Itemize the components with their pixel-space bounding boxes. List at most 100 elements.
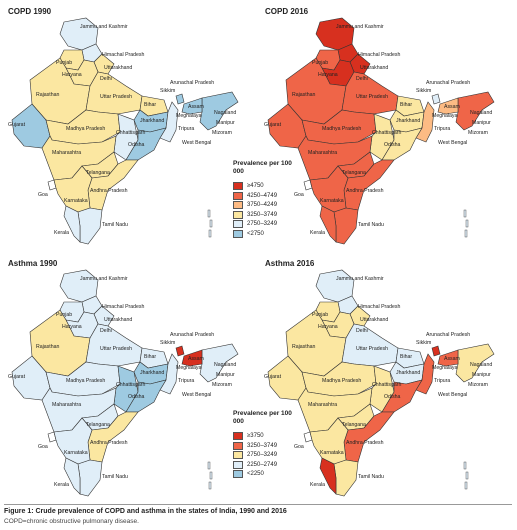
state-label-hp: Himachal Pradesh bbox=[358, 304, 400, 310]
state-region-wb bbox=[159, 353, 179, 395]
state-label-pb: Punjab bbox=[56, 60, 72, 66]
andaman-islands bbox=[465, 471, 469, 480]
state-label-ga: Goa bbox=[38, 444, 48, 450]
state-label-kl: Kerala bbox=[310, 482, 325, 488]
state-region-sk bbox=[175, 93, 185, 105]
andaman-islands bbox=[465, 219, 469, 228]
state-label-mz: Mizoram bbox=[468, 130, 488, 136]
legend-copd-title: Prevalence per 100 000 bbox=[233, 160, 292, 175]
state-label-ct: Chhattisgarh bbox=[116, 130, 146, 136]
andaman-islands bbox=[209, 471, 213, 480]
state-region-ne bbox=[199, 343, 239, 383]
state-label-mp: Madhya Pradesh bbox=[322, 126, 361, 132]
state-label-mh: Maharashtra bbox=[52, 402, 81, 408]
state-label-tn: Tamil Nadu bbox=[358, 474, 384, 480]
state-region-ne bbox=[455, 91, 495, 131]
state-region-ct bbox=[113, 365, 139, 413]
state-label-dl: Delhi bbox=[356, 76, 368, 82]
state-region-wb bbox=[415, 101, 435, 143]
state-label-ga: Goa bbox=[294, 444, 304, 450]
state-label-pb: Punjab bbox=[312, 312, 328, 318]
state-label-bh: Bihar bbox=[400, 354, 412, 360]
state-region-kl bbox=[63, 457, 81, 495]
state-label-tg: Telangana bbox=[342, 170, 366, 176]
state-label-uk: Uttarakhand bbox=[104, 65, 132, 71]
state-label-ka: Karnataka bbox=[64, 450, 88, 456]
state-label-pb: Punjab bbox=[56, 312, 72, 318]
state-label-bh: Bihar bbox=[144, 354, 156, 360]
legend-swatch bbox=[233, 432, 243, 440]
state-label-up: Uttar Pradesh bbox=[356, 94, 388, 100]
legend-swatch bbox=[233, 210, 243, 219]
figure-caption-abbreviation: COPD=chronic obstructive pulmonary disea… bbox=[4, 518, 139, 525]
state-label-pb: Punjab bbox=[312, 60, 328, 66]
state-label-tr: Tripura bbox=[434, 126, 450, 132]
state-region-jk bbox=[315, 269, 355, 303]
legend-label: 3250–3749 bbox=[247, 211, 278, 218]
state-region-up bbox=[85, 323, 143, 367]
legend-label: <2750 bbox=[247, 230, 264, 237]
state-label-gj: Gujarat bbox=[8, 122, 26, 128]
state-label-mp: Madhya Pradesh bbox=[66, 126, 105, 132]
state-label-tg: Telangana bbox=[86, 422, 110, 428]
state-label-uk: Uttarakhand bbox=[104, 317, 132, 323]
state-label-hr: Haryana bbox=[318, 72, 338, 78]
state-label-sk: Sikkim bbox=[416, 340, 431, 346]
state-label-hp: Himachal Pradesh bbox=[358, 52, 400, 58]
andaman-islands bbox=[463, 461, 467, 470]
legend-item: 2750–3249 bbox=[233, 451, 277, 459]
state-region-up bbox=[85, 71, 143, 115]
state-label-up: Uttar Pradesh bbox=[100, 346, 132, 352]
state-label-rj: Rajasthan bbox=[292, 92, 315, 98]
state-label-ct: Chhattisgarh bbox=[372, 382, 402, 388]
state-region-ct bbox=[369, 113, 395, 161]
state-label-tg: Telangana bbox=[342, 422, 366, 428]
legend-swatch bbox=[233, 451, 243, 459]
state-label-jk: Jammu and Kashmir bbox=[80, 276, 128, 282]
andaman-islands bbox=[208, 481, 212, 490]
state-label-mg: Meghalaya bbox=[176, 113, 201, 119]
panel-title-asthma-2016: Asthma 2016 bbox=[265, 259, 315, 268]
legend-item: 2750–3249 bbox=[233, 220, 277, 228]
state-region-sk bbox=[175, 345, 185, 357]
caption-divider bbox=[4, 504, 512, 505]
state-label-mh: Maharashtra bbox=[308, 150, 337, 156]
legend-item: ≥3750 bbox=[233, 432, 264, 440]
state-label-rj: Rajasthan bbox=[292, 344, 315, 350]
state-label-uk: Uttarakhand bbox=[360, 317, 388, 323]
state-label-tr: Tripura bbox=[178, 126, 194, 132]
state-label-jk: Jammu and Kashmir bbox=[80, 24, 128, 30]
state-label-hp: Himachal Pradesh bbox=[102, 304, 144, 310]
state-label-bh: Bihar bbox=[400, 102, 412, 108]
legend-item: <2250 bbox=[233, 470, 264, 478]
legend-swatch bbox=[233, 460, 243, 469]
legend-asthma-title: Prevalence per 100 000 bbox=[233, 410, 292, 425]
state-region-up bbox=[341, 71, 399, 115]
state-region-as bbox=[181, 97, 203, 115]
state-label-ar: Arunachal Pradesh bbox=[426, 332, 470, 338]
state-label-uk: Uttarakhand bbox=[360, 65, 388, 71]
state-label-ar: Arunachal Pradesh bbox=[170, 332, 214, 338]
andaman-islands bbox=[208, 229, 212, 238]
legend-swatch bbox=[233, 201, 243, 209]
state-label-ct: Chhattisgarh bbox=[116, 382, 146, 388]
state-label-hp: Himachal Pradesh bbox=[102, 52, 144, 58]
state-label-dl: Delhi bbox=[100, 328, 112, 334]
state-label-od: Odisha bbox=[128, 394, 145, 400]
andaman-islands bbox=[463, 209, 467, 218]
state-label-dl: Delhi bbox=[100, 76, 112, 82]
state-region-tn bbox=[77, 459, 103, 497]
legend-swatch bbox=[233, 441, 243, 450]
legend-label: ≥3750 bbox=[247, 433, 264, 439]
state-label-ct: Chhattisgarh bbox=[372, 130, 402, 136]
legend-label: 4250–4749 bbox=[247, 192, 278, 199]
state-label-nl: Nagaland bbox=[214, 362, 236, 368]
state-label-wb: West Bengal bbox=[182, 392, 211, 398]
state-label-tn: Tamil Nadu bbox=[358, 222, 384, 228]
state-region-as bbox=[437, 97, 459, 115]
state-label-mh: Maharashtra bbox=[52, 150, 81, 156]
state-label-gj: Gujarat bbox=[8, 374, 26, 380]
andaman-islands bbox=[464, 229, 468, 238]
state-label-mh: Maharashtra bbox=[308, 402, 337, 408]
state-label-wb: West Bengal bbox=[182, 140, 211, 146]
